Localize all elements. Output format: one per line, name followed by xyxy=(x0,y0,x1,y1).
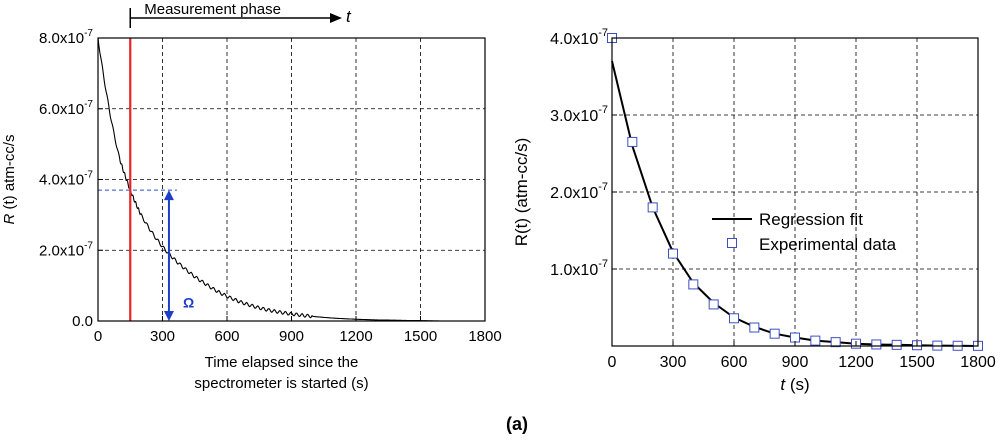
y-axis-label: R(t) (atm-cc/s) xyxy=(512,138,531,247)
experimental-point xyxy=(891,339,902,350)
x-axis-label: t (s) xyxy=(780,375,809,394)
x-axis-label-line2: spectrometer is started (s) xyxy=(194,375,368,392)
y-tick-label: 3.0x10-7 xyxy=(550,104,608,125)
measurement-phase-arrow-head xyxy=(330,13,342,23)
experimental-point xyxy=(749,322,760,333)
x-tick-label: 1500 xyxy=(899,354,935,371)
legend-marker-swatch xyxy=(727,238,737,248)
x-tick-label: 300 xyxy=(660,354,687,371)
x-tick-label: 0 xyxy=(608,354,617,371)
omega-label: Ω xyxy=(183,295,194,311)
experimental-point xyxy=(790,332,800,343)
x-tick-label: 600 xyxy=(214,328,239,345)
experimental-point xyxy=(830,337,841,348)
experimental-point xyxy=(668,248,678,259)
x-axis-label-line1: Time elapsed since the xyxy=(205,354,359,371)
x-tick-label: 600 xyxy=(721,354,748,371)
omega-arrow-head-down xyxy=(163,311,174,321)
x-tick-label: 900 xyxy=(279,328,304,345)
x-tick-label: 900 xyxy=(782,354,809,371)
y-tick-label: 1.0x10-7 xyxy=(550,258,608,279)
y-tick-label: 0.0 xyxy=(72,313,93,330)
x-tick-label: 1200 xyxy=(838,354,874,371)
x-tick-label: 300 xyxy=(150,328,175,345)
legend-label-fit: Regression fit xyxy=(759,210,863,229)
experimental-point xyxy=(729,313,739,324)
right-chart: Regression fit Experimental data 0 300 600 90… xyxy=(512,27,996,394)
experimental-point xyxy=(647,202,658,213)
y-tick-label: 8.0x10-7 xyxy=(39,28,93,47)
experimental-point xyxy=(627,136,638,147)
y-tick-label: 2.0x10-7 xyxy=(550,181,608,202)
y-tick-label: 2.0x10-7 xyxy=(39,240,93,259)
y-tick-label: 4.0x10-7 xyxy=(39,170,93,189)
experimental-point xyxy=(871,339,882,350)
experimental-point xyxy=(708,299,719,310)
x-tick-label: 1800 xyxy=(468,328,501,345)
left-chart: Ω Measurement phase t 0 300 600 900 1200 1500 180… xyxy=(1,1,502,392)
x-tick-label: 1800 xyxy=(960,354,996,371)
x-tick-label: 1200 xyxy=(339,328,372,345)
experimental-point xyxy=(769,328,780,339)
y-axis-label: R (t) atm-cc/s xyxy=(1,134,18,224)
measurement-phase-label: Measurement phase xyxy=(144,1,281,18)
x-tick-label: 0 xyxy=(94,328,102,345)
experimental-point xyxy=(688,279,699,290)
y-tick-label: 6.0x10-7 xyxy=(39,99,93,118)
experimental-point xyxy=(810,335,821,346)
omega-arrow-head-up xyxy=(163,190,174,201)
t-label: t xyxy=(346,7,352,26)
figure-caption: (a) xyxy=(506,414,528,434)
y-tick-label: 4.0x10-7 xyxy=(550,27,608,48)
legend-label-experimental: Experimental data xyxy=(759,235,897,254)
x-tick-label: 1500 xyxy=(404,328,437,345)
